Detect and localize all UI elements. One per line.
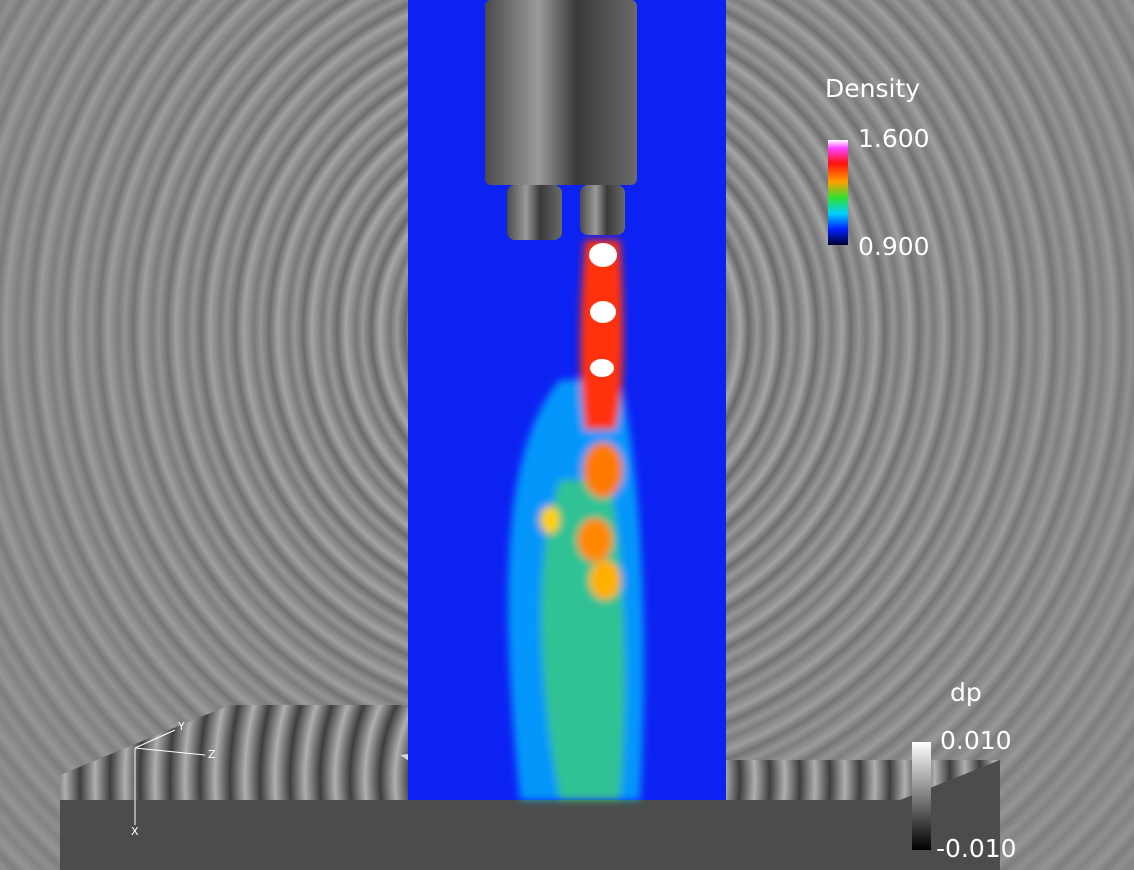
nozzle-outer [485,0,637,185]
legend-max: 0.010 [940,726,1012,755]
legend-min: 0.900 [858,232,930,261]
axis-label: Y [177,720,185,733]
legend-title: dp [950,678,982,707]
nozzle-lobe [580,185,625,235]
legend-title: Density [825,74,920,103]
colorbar [912,742,931,850]
page: {"legends": { "density": {"title": "Dens… [0,0,1134,870]
visualization: Y Z X Density 1.600 0.900 dp 0.010 -0.01… [0,0,1134,870]
colorbar [828,140,848,245]
legend-min: -0.010 [936,834,1017,863]
legend-max: 1.600 [858,124,930,153]
axis-label: Z [208,748,216,761]
axis-label: X [131,825,139,838]
nozzle-lobe [507,185,562,240]
